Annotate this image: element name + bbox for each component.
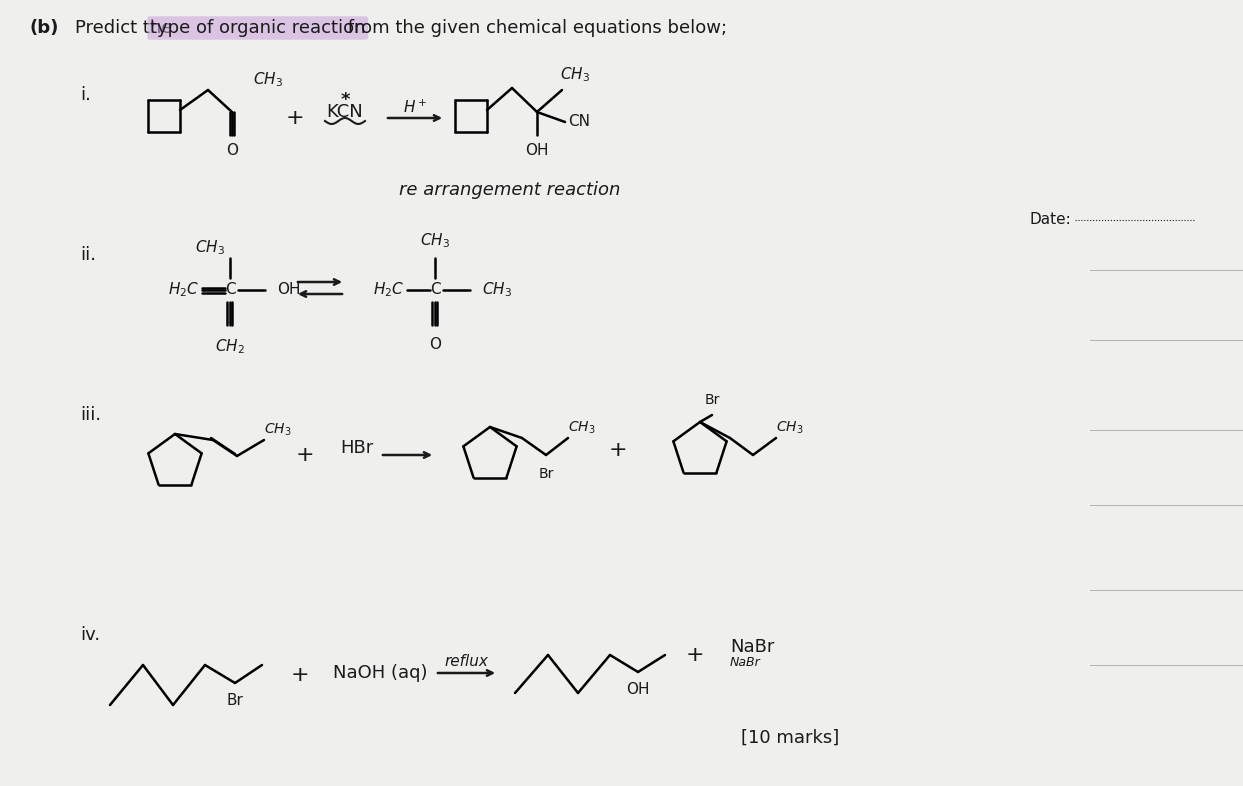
Text: +: + [609,440,628,460]
Text: ii.: ii. [80,246,96,264]
Text: KCN: KCN [327,103,363,121]
Text: NaBr: NaBr [730,638,774,656]
Text: $CH_3$: $CH_3$ [568,420,595,436]
Text: $CH_3$: $CH_3$ [482,281,512,299]
Text: Predict the: Predict the [75,19,178,37]
Text: from the given chemical equations below;: from the given chemical equations below; [342,19,727,37]
Text: OH: OH [526,143,548,158]
Text: O: O [429,337,441,352]
Text: HBr: HBr [341,439,373,457]
Text: C: C [430,282,440,297]
Text: $CH_3$: $CH_3$ [264,422,292,439]
Text: *: * [341,91,349,109]
Text: OH: OH [277,282,301,297]
Text: Date:: Date: [1030,212,1071,227]
Text: $CH_3$: $CH_3$ [776,420,803,436]
Text: $H^+$: $H^+$ [403,98,428,116]
Text: Br: Br [538,467,553,481]
Text: NaBr: NaBr [730,656,761,669]
Text: iii.: iii. [80,406,101,424]
Text: $H_2C$: $H_2C$ [168,281,199,299]
Text: Br: Br [705,393,720,407]
Text: Br: Br [226,693,244,708]
Text: C: C [225,282,235,297]
Text: re arrangement reaction: re arrangement reaction [399,181,620,199]
Text: type of organic reaction: type of organic reaction [150,19,365,37]
Text: +: + [291,665,310,685]
Text: +: + [286,108,305,128]
Text: iv.: iv. [80,626,101,644]
Text: [10 marks]: [10 marks] [741,729,839,747]
Text: O: O [226,143,237,158]
Text: $CH_2$: $CH_2$ [215,337,245,356]
Text: OH: OH [626,682,650,697]
Text: +: + [686,645,705,665]
Text: i.: i. [80,86,91,104]
Text: $CH_3$: $CH_3$ [254,71,283,90]
Text: +: + [296,445,314,465]
Text: $CH_3$: $CH_3$ [420,231,450,250]
Text: CN: CN [568,115,590,130]
Text: (b): (b) [30,19,60,37]
Text: NaOH (aq): NaOH (aq) [333,664,428,682]
Text: $CH_3$: $CH_3$ [561,66,590,84]
Text: reflux: reflux [444,653,488,669]
Text: $CH_3$: $CH_3$ [195,238,225,257]
Text: $H_2C$: $H_2C$ [373,281,404,299]
